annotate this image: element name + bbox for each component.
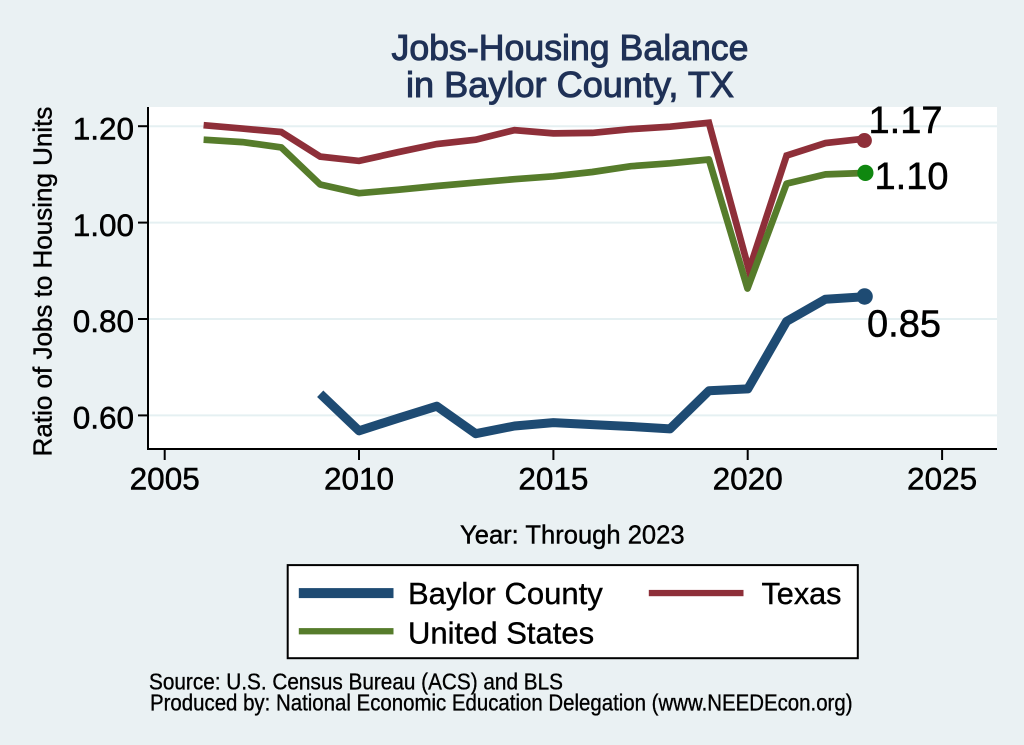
svg-text:1.10: 1.10 — [875, 156, 949, 198]
svg-text:0.60: 0.60 — [73, 400, 134, 436]
svg-text:United States: United States — [408, 615, 594, 650]
svg-text:Texas: Texas — [762, 576, 842, 611]
svg-text:1.00: 1.00 — [73, 207, 134, 243]
svg-text:0.85: 0.85 — [867, 304, 941, 346]
svg-text:Ratio of Jobs to Housing Units: Ratio of Jobs to Housing Units — [28, 107, 58, 457]
svg-text:Produced by: National Economic: Produced by: National Economic Education… — [150, 690, 853, 716]
svg-text:Year: Through 2023: Year: Through 2023 — [460, 520, 685, 550]
svg-text:1.17: 1.17 — [869, 100, 943, 142]
svg-text:2005: 2005 — [130, 461, 200, 497]
svg-text:2020: 2020 — [713, 461, 783, 497]
svg-text:2015: 2015 — [518, 461, 588, 497]
svg-text:in Baylor County, TX: in Baylor County, TX — [406, 64, 734, 105]
svg-text:Source: U.S. Census Bureau (AC: Source: U.S. Census Bureau (ACS) and BLS — [149, 669, 563, 695]
svg-text:0.80: 0.80 — [73, 303, 134, 339]
svg-text:1.20: 1.20 — [73, 110, 134, 146]
svg-text:Baylor County: Baylor County — [408, 576, 603, 611]
svg-text:Jobs-Housing Balance: Jobs-Housing Balance — [392, 27, 749, 68]
svg-text:2010: 2010 — [324, 461, 394, 497]
svg-text:2025: 2025 — [907, 461, 977, 497]
